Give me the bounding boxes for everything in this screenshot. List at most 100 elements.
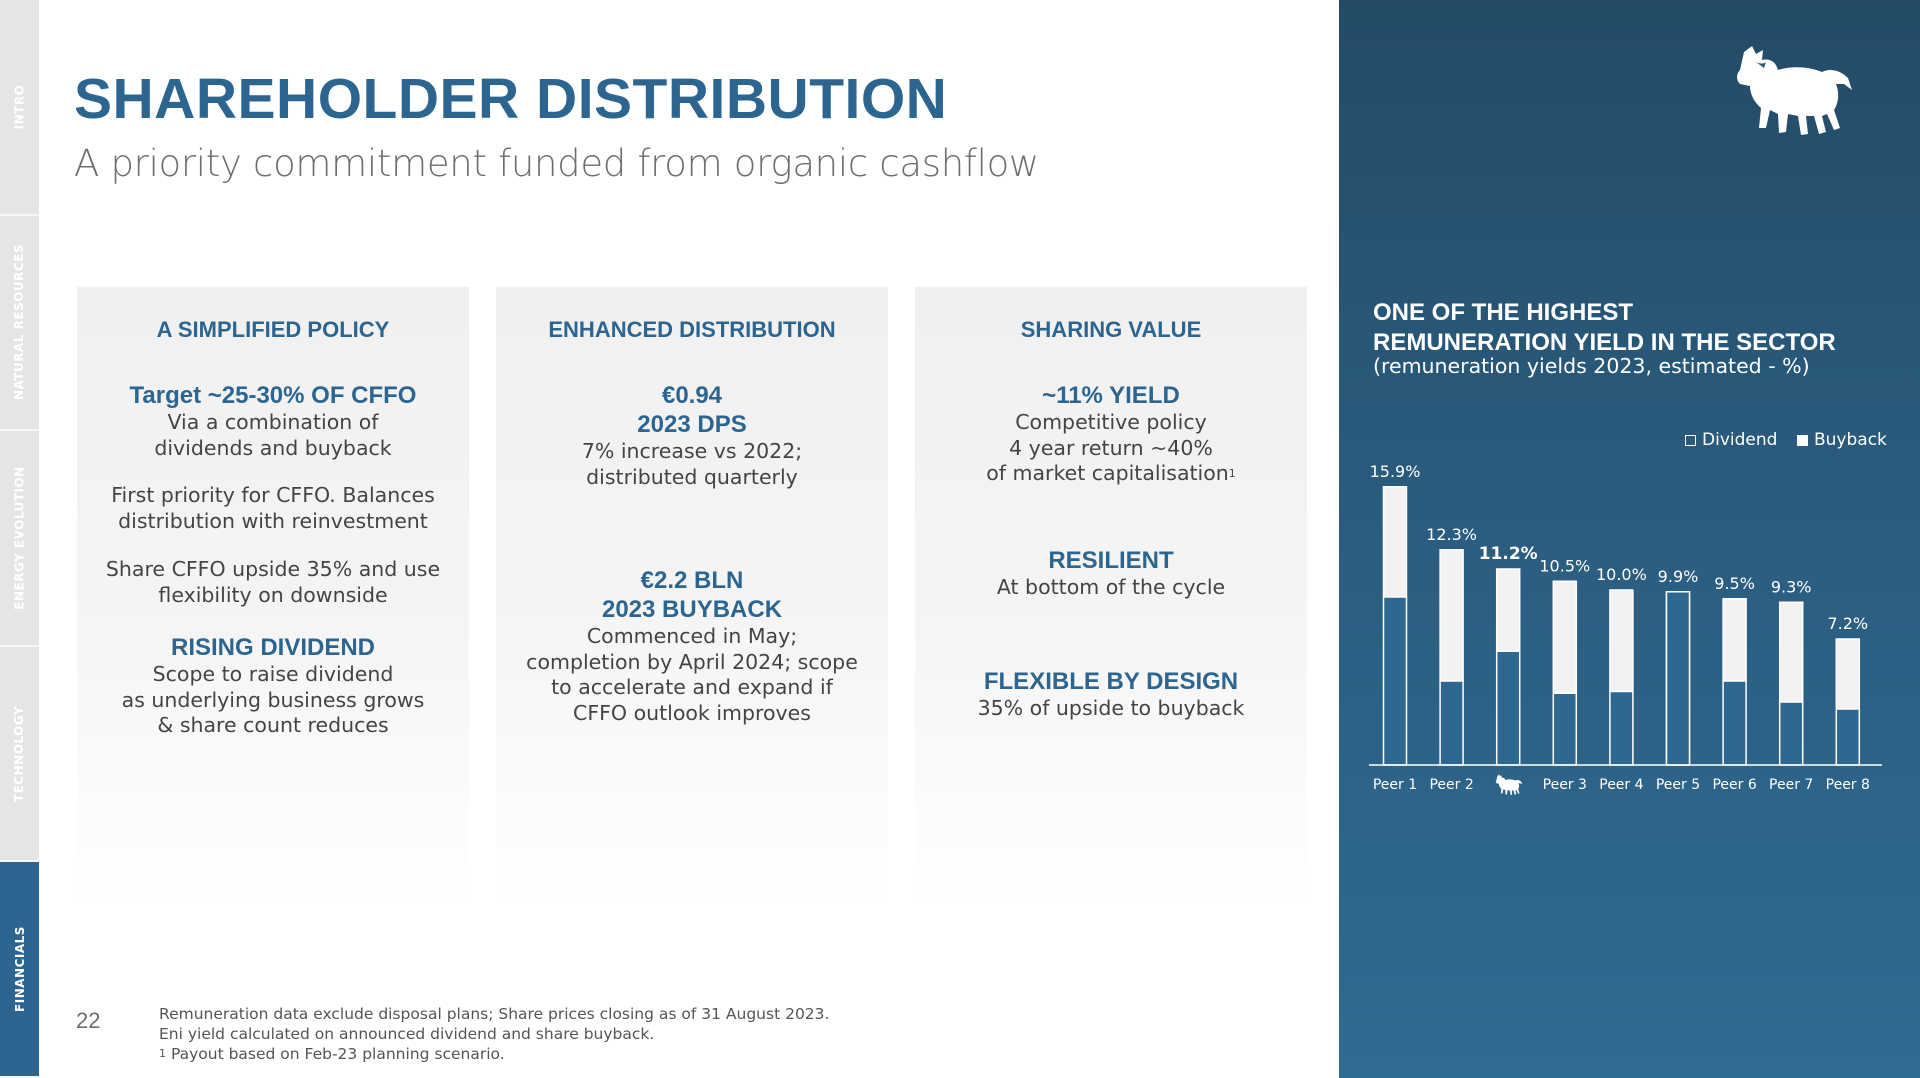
distribution-dps-block: €0.94 2023 DPS 7% increase vs 2022; dist…	[496, 381, 888, 490]
bar-buyback	[1722, 680, 1747, 766]
policy-rising-dividend-block: RISING DIVIDEND Scope to raise dividend …	[77, 633, 469, 739]
block-title: FLEXIBLE BY DESIGN	[983, 668, 1239, 695]
category-label: Peer 2	[1429, 777, 1473, 793]
panel-subtitle: (remuneration yields 2023, estimated - %…	[1373, 354, 1810, 378]
legend-item-buyback: Buyback	[1797, 430, 1887, 450]
block-title: Target ~25-30% OF CFFO	[129, 382, 417, 409]
bar-buyback	[1382, 596, 1408, 766]
block-text: At bottom of the cycle	[996, 575, 1226, 599]
block-title: ~11% YIELD	[1042, 382, 1180, 409]
block-text: 4 year return ~40%	[1009, 435, 1213, 460]
block-text: to accelerate and expand if	[551, 675, 833, 699]
nav-tab-energy-evolution[interactable]: ENERGY EVOLUTION	[0, 431, 39, 647]
block-text: Commenced in May;	[586, 624, 798, 648]
category-label: Peer 4	[1599, 777, 1643, 793]
block-text: First priority for CFFO. Balances	[111, 483, 435, 507]
legend-item-dividend: Dividend	[1685, 430, 1777, 450]
bar-dividend	[1552, 580, 1578, 694]
card-heading: A SIMPLIFIED POLICY	[156, 317, 390, 342]
block-text: Via a combination of	[167, 410, 379, 434]
bar-buyback	[1495, 650, 1521, 766]
block-text: of market capitalisation1	[986, 461, 1236, 485]
bar-dividend	[1495, 568, 1521, 652]
category-label: Peer 7	[1769, 777, 1813, 793]
block-title: 2023 DPS	[637, 411, 747, 438]
bar-dividend	[1722, 598, 1747, 682]
footnote-line: Eni yield calculated on announced divide…	[159, 1025, 655, 1043]
bar-buyback	[1835, 708, 1861, 766]
footnote-line: Remuneration data exclude disposal plans…	[159, 1005, 830, 1023]
block-title: €2.2 BLN	[640, 567, 744, 594]
category-label: Peer 6	[1712, 777, 1756, 793]
category-label: Peer 1	[1373, 777, 1417, 793]
sharing-flexible-block: FLEXIBLE BY DESIGN 35% of upside to buyb…	[915, 667, 1307, 722]
block-title: €0.94	[661, 382, 723, 409]
policy-priority-block: First priority for CFFO. Balances distri…	[77, 483, 469, 534]
bar-dividend	[1609, 589, 1634, 693]
section-nav: INTRO NATURAL RESOURCES ENERGY EVOLUTION…	[0, 0, 39, 1078]
panel-title: ONE OF THE HIGHEST REMUNERATION YIELD IN…	[1373, 298, 1836, 357]
legend-swatch-dividend	[1685, 434, 1696, 446]
category-label: Peer 3	[1543, 777, 1587, 793]
bar-buyback	[1552, 692, 1578, 766]
legend-swatch-buyback	[1797, 434, 1808, 446]
block-title: RESILIENT	[1048, 547, 1174, 574]
card-enhanced-distribution: ENHANCED DISTRIBUTION €0.94 2023 DPS 7% …	[496, 287, 888, 907]
panel-title-line: REMUNERATION YIELD IN THE SECTOR	[1373, 328, 1836, 356]
nav-tab-financials[interactable]: FINANCIALS	[0, 862, 39, 1078]
yield-panel	[1339, 0, 1920, 1078]
block-text: distribution with reinvestment	[118, 508, 428, 533]
bar-buyback	[1609, 690, 1634, 766]
legend-label: Buyback	[1814, 430, 1887, 450]
category-label: Peer 5	[1656, 777, 1700, 793]
data-label: 10.0%	[1596, 565, 1647, 584]
data-label: 9.9%	[1658, 567, 1699, 586]
policy-target-block: Target ~25-30% OF CFFO Via a combination…	[77, 381, 469, 461]
data-label: 9.3%	[1771, 577, 1812, 596]
distribution-buyback-block: €2.2 BLN 2023 BUYBACK Commenced in May; …	[496, 566, 888, 726]
block-title: 2023 BUYBACK	[601, 596, 783, 623]
bar-dividend	[1439, 549, 1464, 682]
block-text: 7% increase vs 2022;	[581, 439, 803, 463]
page-title: SHAREHOLDER DISTRIBUTION	[74, 67, 948, 131]
data-label: 7.2%	[1827, 614, 1868, 633]
bar-buyback	[1778, 701, 1804, 766]
eni-six-legged-dog-icon	[1737, 46, 1852, 135]
footnotes: Remuneration data exclude disposal plans…	[159, 1004, 829, 1064]
block-text: dividends and buyback	[154, 435, 392, 460]
footnote-marker: 1	[1228, 467, 1236, 480]
block-text: & share count reduces	[157, 713, 389, 737]
block-text: as underlying business grows	[121, 687, 425, 712]
block-text: Share CFFO upside 35% and use	[105, 557, 441, 581]
block-text: 35% of upside to buyback	[977, 696, 1245, 720]
page-number: 22	[76, 1008, 101, 1033]
nav-tab-technology[interactable]: TECHNOLOGY	[0, 646, 39, 863]
data-label: 15.9%	[1370, 462, 1421, 481]
block-text: Competitive policy	[1015, 410, 1207, 434]
footnote-line: 1 Payout based on Feb-23 planning scenar…	[159, 1045, 505, 1063]
data-label: 12.3%	[1426, 525, 1477, 544]
block-text: Scope to raise dividend	[152, 662, 394, 686]
data-label: 10.5%	[1539, 556, 1590, 575]
bar-dividend	[1382, 486, 1408, 598]
bar-dividend	[1665, 591, 1691, 766]
yield-bar-chart: 15.9% Peer 1 12.3% Peer 2 11.2%10.5% Peer 3 10…	[1369, 462, 1882, 795]
card-simplified-policy: A SIMPLIFIED POLICY Target ~25-30% OF CF…	[77, 287, 469, 907]
block-text: flexibility on downside	[158, 582, 388, 607]
policy-upside-block: Share CFFO upside 35% and use flexibilit…	[77, 557, 469, 608]
sharing-resilient-block: RESILIENT At bottom of the cycle	[915, 546, 1307, 601]
data-label: 11.2%	[1479, 544, 1538, 564]
nav-tab-natural-resources[interactable]: NATURAL RESOURCES	[0, 215, 39, 432]
card-heading: ENHANCED DISTRIBUTION	[548, 317, 836, 342]
nav-tab-intro[interactable]: INTRO	[0, 0, 39, 216]
legend-label: Dividend	[1702, 430, 1778, 450]
card-heading: SHARING VALUE	[1020, 317, 1202, 342]
sharing-yield-block: ~11% YIELD Competitive policy 4 year ret…	[915, 381, 1307, 487]
bar-buyback	[1439, 680, 1464, 766]
block-text: CFFO outlook improves	[573, 700, 811, 725]
bar-dividend	[1835, 638, 1861, 710]
category-label: Peer 8	[1826, 777, 1870, 793]
block-text: completion by April 2024; scope	[526, 649, 858, 674]
panel-title-line: ONE OF THE HIGHEST	[1373, 299, 1634, 326]
card-sharing-value: SHARING VALUE ~11% YIELD Competitive pol…	[915, 287, 1307, 907]
